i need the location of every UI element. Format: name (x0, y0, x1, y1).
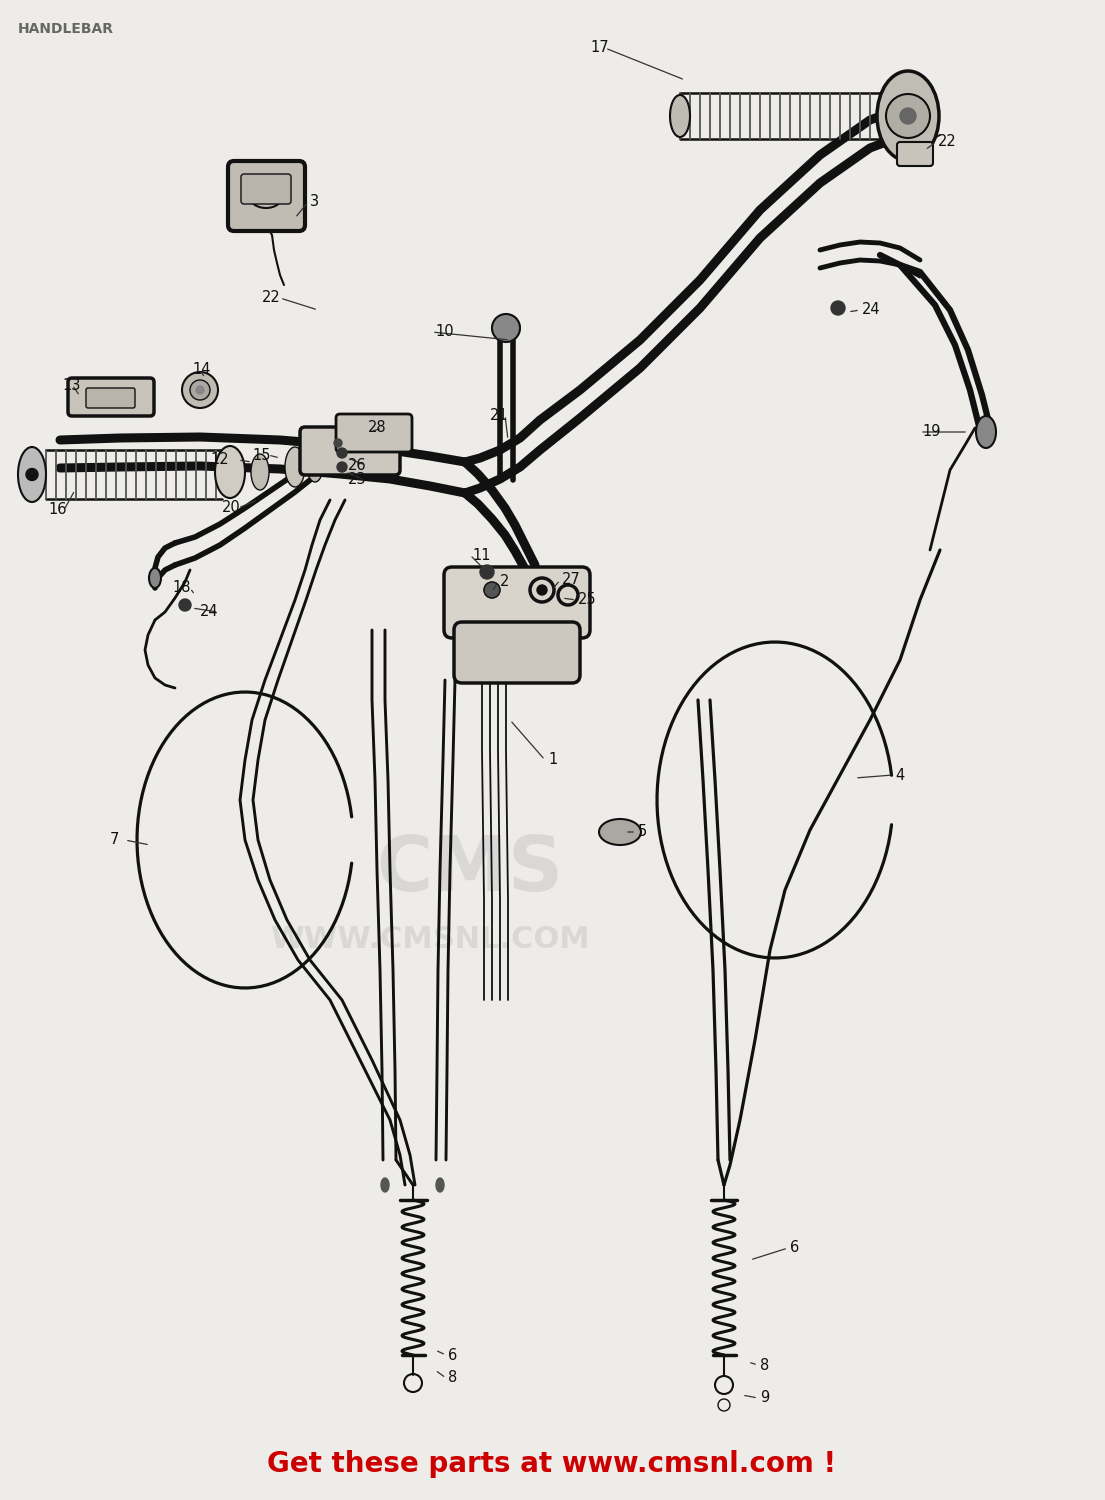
Text: 4: 4 (895, 768, 904, 783)
FancyBboxPatch shape (241, 174, 291, 204)
FancyBboxPatch shape (86, 388, 135, 408)
Text: 14: 14 (192, 363, 210, 378)
Text: 7: 7 (110, 833, 119, 848)
Ellipse shape (149, 568, 161, 588)
Circle shape (337, 448, 347, 458)
Ellipse shape (599, 819, 641, 844)
Text: 28: 28 (368, 420, 387, 435)
Circle shape (337, 462, 347, 472)
Circle shape (537, 585, 547, 596)
Circle shape (334, 440, 343, 447)
Text: CMS: CMS (377, 833, 564, 908)
Circle shape (899, 108, 916, 124)
Ellipse shape (215, 446, 245, 498)
FancyBboxPatch shape (444, 567, 590, 638)
Circle shape (484, 582, 499, 598)
Text: 1: 1 (548, 753, 557, 768)
Text: 8: 8 (760, 1358, 769, 1372)
FancyBboxPatch shape (454, 622, 580, 682)
Text: 15: 15 (252, 447, 271, 462)
Text: 6: 6 (790, 1240, 799, 1256)
Ellipse shape (381, 1178, 389, 1192)
FancyBboxPatch shape (228, 160, 305, 231)
Circle shape (196, 386, 204, 394)
Text: 8: 8 (448, 1371, 457, 1386)
Ellipse shape (18, 447, 46, 503)
Text: 11: 11 (472, 548, 491, 562)
Circle shape (480, 566, 494, 579)
Text: 5: 5 (638, 825, 648, 840)
Ellipse shape (670, 94, 690, 136)
Circle shape (886, 94, 930, 138)
Circle shape (182, 372, 218, 408)
Circle shape (492, 314, 520, 342)
Text: 25: 25 (578, 592, 597, 608)
Text: 18: 18 (172, 580, 190, 596)
Text: 12: 12 (210, 453, 229, 468)
Text: 21: 21 (490, 408, 508, 423)
FancyBboxPatch shape (897, 142, 933, 166)
Ellipse shape (877, 70, 939, 160)
Text: 13: 13 (62, 378, 81, 393)
Text: WWW.CMSNL.COM: WWW.CMSNL.COM (270, 926, 590, 954)
Ellipse shape (307, 450, 323, 482)
Text: 23: 23 (348, 472, 367, 488)
Text: 9: 9 (760, 1390, 769, 1406)
Text: 10: 10 (435, 324, 454, 339)
Text: 6: 6 (448, 1347, 457, 1362)
Text: 3: 3 (311, 195, 319, 210)
Circle shape (190, 380, 210, 400)
Text: 17: 17 (590, 40, 609, 56)
Text: 22: 22 (938, 135, 957, 150)
Text: Get these parts at www.cmsnl.com !: Get these parts at www.cmsnl.com ! (267, 1450, 836, 1478)
Text: 20: 20 (222, 501, 241, 516)
Text: 22: 22 (262, 291, 281, 306)
Text: 19: 19 (922, 424, 940, 439)
Ellipse shape (436, 1178, 444, 1192)
Circle shape (27, 468, 38, 480)
Text: 27: 27 (562, 573, 581, 588)
Text: 26: 26 (348, 458, 367, 472)
Ellipse shape (285, 447, 305, 488)
Circle shape (831, 302, 845, 315)
Circle shape (179, 598, 191, 610)
Text: HANDLEBAR: HANDLEBAR (18, 22, 114, 36)
Text: 16: 16 (48, 503, 66, 518)
Ellipse shape (976, 416, 996, 448)
Text: 24: 24 (200, 604, 219, 619)
Text: 2: 2 (499, 574, 509, 590)
FancyBboxPatch shape (299, 427, 400, 476)
Text: 24: 24 (862, 303, 881, 318)
Ellipse shape (251, 454, 269, 490)
FancyBboxPatch shape (69, 378, 154, 416)
FancyBboxPatch shape (336, 414, 412, 452)
